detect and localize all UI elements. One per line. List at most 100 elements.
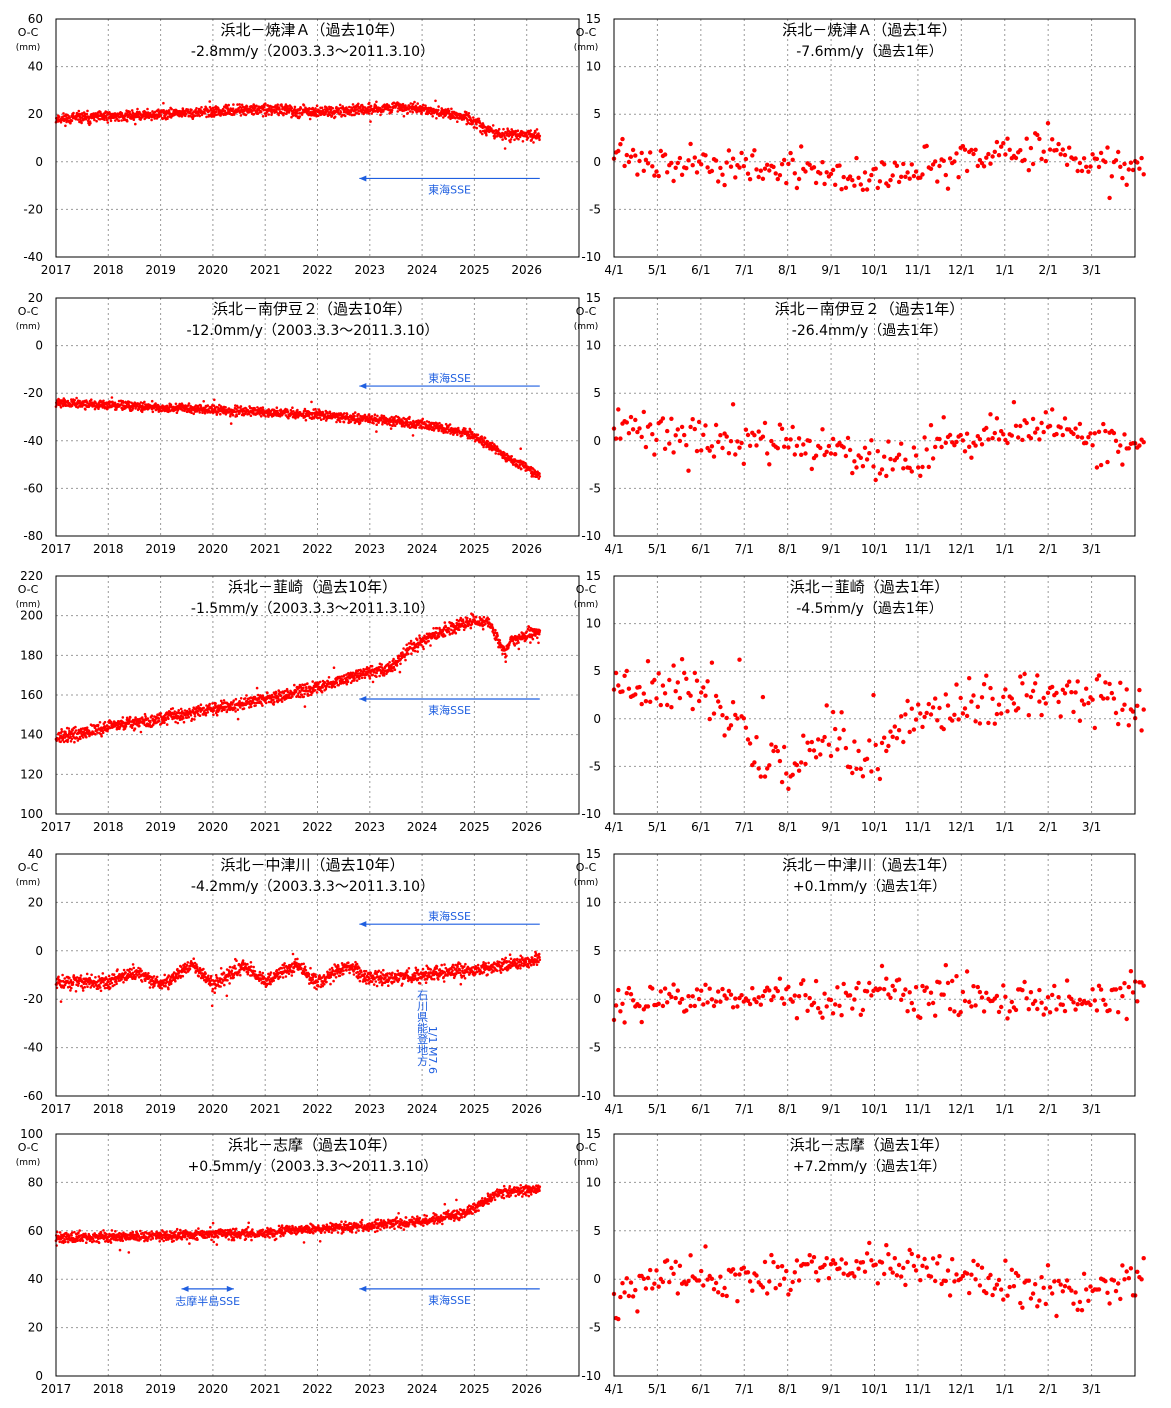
data-point [1105,145,1110,150]
data-point [532,141,535,144]
data-point [399,662,402,666]
data-point [255,110,259,113]
data-point [208,100,211,103]
data-point [662,446,668,451]
data-point [754,443,759,448]
chart-title: 浜北－南伊豆２（過去1年） [775,300,965,318]
data-point [850,470,855,476]
data-point [809,466,814,472]
data-point [434,99,437,103]
data-point [724,160,729,165]
data-point [75,396,78,400]
data-point [833,182,838,187]
data-point [892,160,897,165]
data-point [754,167,759,172]
data-point [648,422,653,427]
data-point [677,155,683,161]
data-point [206,404,210,407]
chart-title: 浜北－南伊豆２（過去10年） [213,300,412,318]
data-point [688,424,693,430]
chart-subtitle: -12.0mm/y（2003.3.3～2011.3.10） [186,323,438,339]
data-point [1050,407,1055,412]
data-point [442,116,445,119]
data-point [187,715,190,719]
data-point [274,104,277,107]
data-point [70,119,74,122]
data-point [537,132,540,135]
data-point [388,661,391,664]
data-point [69,740,73,743]
data-point [854,465,859,470]
y-tick-label: 220 [20,569,43,583]
y-axis-label: O-C [18,26,39,39]
data-point [828,451,834,456]
data-point [306,682,309,685]
y-tick-label: 60 [28,12,43,26]
data-point [388,106,392,109]
x-tick-label: 2024 [407,820,438,834]
data-point [1037,437,1042,442]
data-point [337,107,341,110]
y-tick-label: 0 [593,434,601,448]
data-point [1009,433,1014,438]
x-tick-label: 2022 [302,263,333,277]
data-point [1135,160,1140,165]
data-point [724,434,729,439]
data-point [1079,435,1085,440]
data-point [507,134,511,138]
data-point [267,113,271,116]
x-tick-label: 2018 [93,820,124,834]
data-point [1030,161,1036,167]
data-point [679,424,685,430]
data-point [996,437,1002,442]
data-point [280,105,284,108]
data-point [338,103,342,107]
data-point [373,413,377,417]
data-point [368,677,372,680]
data-point [182,717,185,720]
data-point [236,708,240,711]
data-point [956,175,961,180]
data-point [330,114,334,117]
data-point [999,144,1004,149]
data-point [635,172,640,177]
data-point [170,107,173,111]
data-point [971,151,976,157]
data-point [270,113,273,117]
data-point [886,439,891,444]
data-point [291,695,294,698]
data-point [1001,432,1006,437]
data-point [699,448,704,453]
y-tick-label: -20 [23,386,43,400]
data-point [1092,431,1098,436]
data-point [438,421,441,425]
data-point [398,670,402,674]
data-point [239,405,243,408]
data-point [450,107,453,111]
data-point [378,674,381,678]
data-point [752,148,757,153]
data-point [472,116,475,119]
data-point [320,690,324,694]
data-point [300,113,304,116]
y-tick-label: -60 [23,481,43,495]
data-point [480,435,484,438]
data-point [59,406,63,409]
data-point [153,117,156,120]
data-point [331,107,335,110]
data-point [327,676,331,679]
data-point [943,172,948,178]
y-axis-unit: (mm) [16,43,41,53]
data-point [1028,436,1034,441]
y-tick-label: -10 [581,529,601,543]
x-tick-label: 7/1 [735,542,754,556]
data-point [128,110,131,114]
data-point [187,402,191,405]
data-point [72,111,75,115]
data-point [206,711,210,714]
data-point [899,174,904,179]
data-point [716,439,721,445]
data-point [782,157,787,163]
